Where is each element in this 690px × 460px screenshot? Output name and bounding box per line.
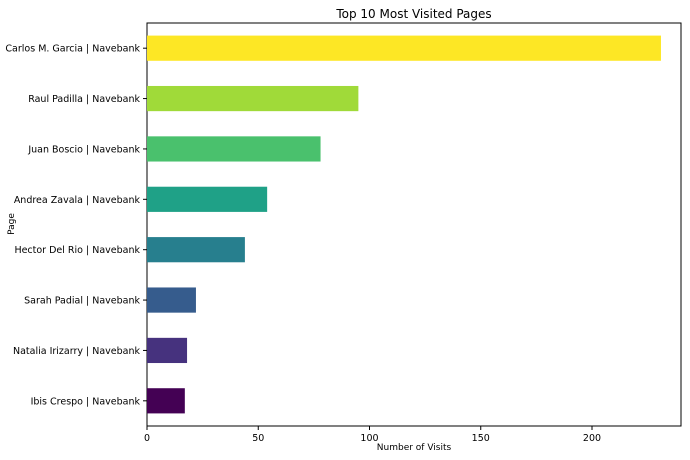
- y-tick-label: Sarah Padial | Navebank: [24, 296, 140, 307]
- x-tick-label: 100: [360, 433, 378, 444]
- bar: [147, 237, 245, 263]
- chart-title: Top 10 Most Visited Pages: [335, 7, 491, 21]
- x-tick-label: 50: [252, 433, 264, 444]
- x-tick-label: 0: [144, 433, 150, 444]
- x-axis-ticks: 0 50 100 150 200: [144, 426, 601, 444]
- y-tick-label: Andrea Zavala | Navebank: [14, 195, 141, 206]
- bar: [147, 85, 359, 112]
- x-tick-label: 150: [472, 433, 490, 444]
- x-axis-label: Number of Visits: [377, 443, 452, 453]
- bar: [147, 186, 268, 212]
- y-tick-label: Juan Boscio | Navebank: [27, 144, 140, 155]
- y-tick-label: Natalia Irizarry | Navebank: [13, 346, 141, 357]
- bar: [147, 337, 188, 364]
- plot-area-frame: [146, 22, 682, 427]
- y-axis-ticks: Carlos M. Garcia | Navebank Raul Padilla …: [5, 44, 147, 407]
- y-tick-label: Hector Del Rio | Navebank: [14, 245, 140, 256]
- y-tick-label: Carlos M. Garcia | Navebank: [5, 44, 140, 55]
- bar: [147, 136, 321, 162]
- x-tick-label: 200: [583, 433, 601, 444]
- bar: [147, 35, 661, 61]
- bar: [147, 388, 185, 414]
- y-tick-label: Ibis Crespo | Navebank: [31, 396, 141, 407]
- bar: [147, 287, 196, 313]
- y-axis-label: Page: [7, 213, 17, 235]
- bars-group: [147, 35, 661, 414]
- y-tick-label: Raul Padilla | Navebank: [28, 94, 140, 105]
